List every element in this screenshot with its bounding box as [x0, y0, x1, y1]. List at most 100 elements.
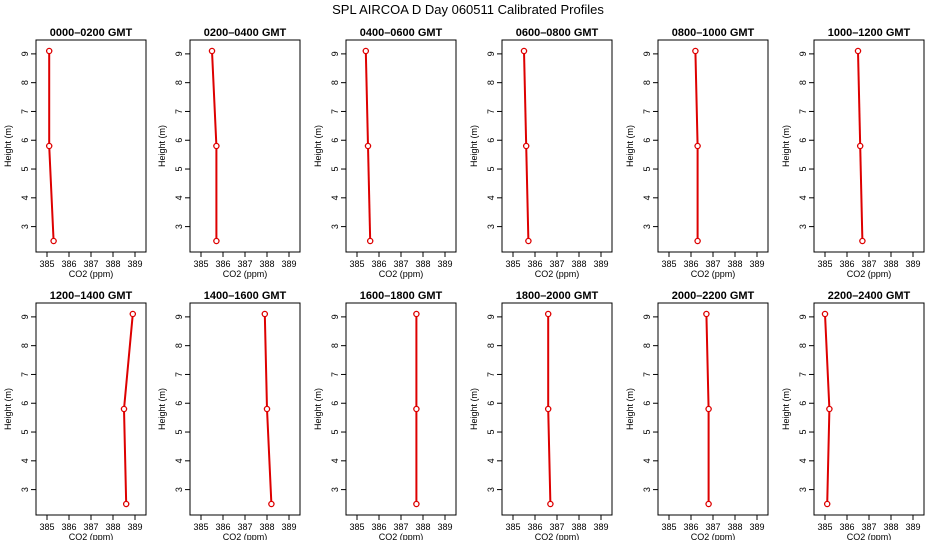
chart-6-frame: [813, 39, 925, 253]
chart-10-point-1: [547, 500, 554, 508]
chart-11-xtick-label-387: 387: [705, 522, 720, 532]
chart-2-title: 0200–0400 GMT: [204, 27, 287, 39]
chart-8-ytick-label-9: 9: [174, 314, 184, 319]
chart-4-xtick-label-387: 387: [549, 259, 564, 269]
chart-3-point-2: [364, 142, 372, 150]
chart-11-xlabel: CO2 (ppm): [691, 532, 736, 540]
chart-7-xtick-label-385: 385: [39, 522, 54, 532]
chart-2-panel: 0200–0400 GMT 385 386 387 388 389 3 4 5 6 7 8 9 CO2 (…: [157, 27, 301, 279]
chart-6-ytick-label-9: 9: [798, 51, 808, 56]
chart-2-point-3: [208, 47, 216, 55]
chart-10-panel: 1800–2000 GMT 385 386 387 388 389 3 4 5 6 7 8 9 CO2 (…: [469, 290, 613, 542]
chart-2-xtick-label-386: 386: [215, 259, 230, 269]
chart-6-point-2: [856, 142, 864, 150]
chart-7-xtick-label-389: 389: [127, 522, 142, 532]
chart-8-point-1: [268, 500, 275, 508]
chart-10-ytick-label-6: 6: [486, 401, 496, 406]
chart-9-panel: 1600–1800 GMT 385 386 387 388 389 3 4 5 6 7 8 9 CO2 (…: [313, 290, 457, 542]
chart-8-ytick-label-3: 3: [174, 487, 184, 492]
chart-4-xtick-label-386: 386: [527, 259, 542, 269]
chart-12-xtick-label-387: 387: [861, 522, 876, 532]
chart-7-ytick-label-5: 5: [20, 430, 30, 435]
chart-4-ytick-label-9: 9: [486, 51, 496, 56]
chart-1-title: 0000–0200 GMT: [50, 27, 133, 39]
chart-1-xtick-label-389: 389: [127, 259, 142, 269]
chart-9-point-1: [413, 500, 420, 508]
chart-3-xtick-label-387: 387: [393, 259, 408, 269]
chart-6-ytick-label-6: 6: [798, 138, 808, 143]
chart-9-ytick-label-9: 9: [330, 314, 340, 319]
chart-9-ylabel: Height (m): [313, 388, 323, 430]
chart-4-ytick-label-6: 6: [486, 138, 496, 143]
chart-1-point-1: [50, 237, 57, 245]
chart-3-point-1: [366, 237, 374, 245]
chart-4-ytick-label-8: 8: [486, 80, 496, 85]
chart-10-xtick-label-389: 389: [593, 522, 608, 532]
chart-2-ylabel: Height (m): [157, 125, 167, 167]
chart-1-xtick-label-387: 387: [83, 259, 98, 269]
chart-4-ytick-label-4: 4: [486, 195, 496, 200]
chart-2-ytick-label-8: 8: [174, 80, 184, 85]
chart-1-ytick-label-9: 9: [20, 51, 30, 56]
chart-3-xtick-label-385: 385: [349, 259, 364, 269]
chart-3-ytick-label-7: 7: [330, 109, 340, 114]
chart-5-point-2: [694, 142, 701, 150]
chart-9-ytick-label-6: 6: [330, 401, 340, 406]
chart-3-frame: [345, 39, 457, 253]
chart-4-title: 0600–0800 GMT: [516, 27, 599, 39]
chart-3-ytick-label-8: 8: [330, 80, 340, 85]
chart-7-point-2: [120, 405, 128, 413]
chart-9-xtick-label-388: 388: [415, 522, 430, 532]
chart-8-xtick-label-385: 385: [193, 522, 208, 532]
chart-1-xtick-label-388: 388: [105, 259, 120, 269]
chart-8-xtick-label-388: 388: [259, 522, 274, 532]
chart-8-xtick-label-387: 387: [237, 522, 252, 532]
chart-11-xtick-label-386: 386: [683, 522, 698, 532]
chart-1-xlabel: CO2 (ppm): [69, 269, 114, 279]
chart-10-xtick-label-388: 388: [571, 522, 586, 532]
chart-7-title: 1200–1400 GMT: [50, 290, 133, 302]
chart-4-ylabel: Height (m): [469, 125, 479, 167]
chart-8-ytick-label-4: 4: [174, 458, 184, 463]
chart-8-ytick-label-7: 7: [174, 372, 184, 377]
chart-11-point-1: [705, 500, 712, 508]
chart-10-ylabel: Height (m): [469, 388, 479, 430]
chart-2-ytick-label-3: 3: [174, 224, 184, 229]
chart-2-ytick-label-9: 9: [174, 51, 184, 56]
chart-7-ytick-label-9: 9: [20, 314, 30, 319]
chart-12-ytick-label-7: 7: [798, 372, 808, 377]
chart-12-ytick-label-4: 4: [798, 458, 808, 463]
chart-10-ytick-label-5: 5: [486, 430, 496, 435]
chart-10-ytick-label-3: 3: [486, 487, 496, 492]
chart-12-ytick-label-9: 9: [798, 314, 808, 319]
chart-9-xtick-label-389: 389: [437, 522, 452, 532]
chart-12-title: 2200–2400 GMT: [828, 290, 911, 302]
chart-11-ytick-label-8: 8: [642, 343, 652, 348]
chart-7-xlabel: CO2 (ppm): [69, 532, 114, 540]
chart-10-xtick-label-385: 385: [505, 522, 520, 532]
chart-10-point-2: [544, 405, 552, 413]
chart-11-ytick-label-5: 5: [642, 430, 652, 435]
chart-5-xtick-label-386: 386: [683, 259, 698, 269]
chart-4-ytick-label-3: 3: [486, 224, 496, 229]
chart-11-ytick-label-3: 3: [642, 487, 652, 492]
chart-8-point-2: [263, 405, 271, 413]
chart-5-point-1: [694, 237, 701, 245]
chart-7-frame: [35, 302, 147, 516]
chart-3-panel: 0400–0600 GMT 385 386 387 388 389 3 4 5 6 7 8 9 CO2 (…: [313, 27, 457, 279]
chart-7-ylabel: Height (m): [3, 388, 13, 430]
chart-6-panel: 1000–1200 GMT 385 386 387 388 389 3 4 5 6 7 8 9 CO2 (…: [781, 27, 925, 279]
chart-12-point-3: [821, 310, 829, 318]
chart-6-ytick-label-5: 5: [798, 167, 808, 172]
chart-1-ytick-label-4: 4: [20, 195, 30, 200]
chart-1-point-2: [45, 142, 53, 150]
chart-3-ylabel: Height (m): [313, 125, 323, 167]
chart-5-xtick-label-385: 385: [661, 259, 676, 269]
chart-9-frame: [345, 302, 457, 516]
chart-8-ytick-label-6: 6: [174, 401, 184, 406]
chart-10-ytick-label-8: 8: [486, 343, 496, 348]
chart-7-panel: 1200–1400 GMT 385 386 387 388 389 3 4 5 6 7 8 9 CO2 (…: [3, 290, 147, 542]
chart-12-xtick-label-385: 385: [817, 522, 832, 532]
